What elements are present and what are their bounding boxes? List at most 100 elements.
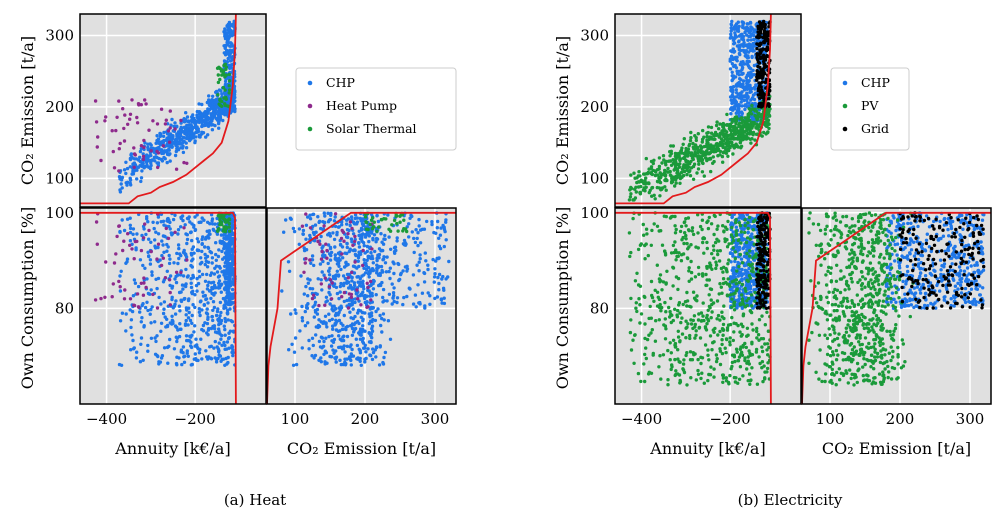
- data-point: [333, 224, 338, 229]
- data-point: [358, 356, 362, 361]
- data-point: [349, 354, 354, 358]
- data-point: [216, 73, 220, 77]
- data-point: [326, 261, 330, 266]
- data-point: [399, 271, 403, 275]
- data-point: [142, 276, 146, 280]
- data-point: [417, 224, 421, 228]
- data-point: [338, 308, 342, 312]
- data-point: [335, 319, 339, 324]
- data-point: [748, 124, 752, 128]
- data-point: [356, 254, 361, 259]
- data-point: [402, 295, 406, 300]
- data-point: [194, 358, 199, 362]
- data-point: [135, 292, 140, 296]
- data-point: [741, 37, 745, 42]
- data-point: [395, 239, 399, 243]
- data-point: [104, 260, 108, 264]
- data-point: [707, 151, 712, 156]
- data-point: [194, 337, 198, 341]
- data-point: [156, 165, 160, 170]
- data-point: [357, 245, 362, 249]
- data-point: [366, 285, 370, 290]
- data-point: [280, 289, 284, 293]
- data-point: [362, 287, 366, 291]
- data-point: [338, 290, 342, 294]
- data-point: [195, 289, 199, 293]
- data-point: [349, 363, 353, 367]
- data-point: [289, 217, 293, 221]
- data-point: [416, 283, 420, 287]
- data-point: [174, 167, 179, 171]
- data-point: [156, 276, 161, 281]
- data-point: [146, 308, 150, 313]
- data-point: [355, 319, 360, 324]
- data-point: [141, 152, 145, 156]
- data-point: [364, 220, 368, 224]
- data-point: [744, 75, 748, 80]
- data-point: [292, 350, 297, 354]
- data-point: [346, 276, 350, 280]
- data-point: [408, 216, 412, 220]
- data-point: [754, 83, 758, 87]
- data-point: [326, 211, 330, 215]
- data-point: [151, 119, 155, 123]
- data-point: [347, 292, 352, 296]
- data-point: [422, 280, 427, 284]
- data-point: [173, 213, 177, 217]
- data-point: [166, 236, 171, 241]
- data-point: [731, 38, 736, 43]
- data-point: [122, 168, 127, 172]
- data-point: [132, 257, 136, 261]
- data-point: [327, 285, 331, 289]
- data-point: [349, 295, 354, 299]
- data-point: [218, 300, 223, 305]
- data-point: [339, 321, 343, 325]
- data-point: [203, 245, 207, 249]
- data-point: [374, 240, 378, 244]
- data-point: [229, 240, 233, 244]
- data-point: [717, 135, 721, 139]
- data-point: [205, 312, 210, 316]
- data-point: [379, 283, 383, 288]
- data-point: [174, 149, 178, 154]
- data-point: [179, 327, 183, 331]
- data-point: [673, 160, 677, 164]
- data-point: [375, 213, 379, 218]
- x-tick-label: 100: [281, 410, 310, 428]
- data-point: [701, 150, 705, 154]
- data-point: [335, 291, 340, 296]
- data-point: [669, 163, 674, 167]
- data-point: [763, 62, 767, 67]
- data-point: [733, 63, 737, 68]
- data-point: [362, 244, 366, 248]
- data-point: [200, 308, 204, 312]
- data-point: [322, 224, 326, 228]
- data-point: [407, 286, 411, 290]
- data-point: [228, 247, 232, 251]
- data-point: [334, 307, 338, 311]
- data-point: [686, 169, 691, 173]
- data-point: [748, 137, 753, 141]
- data-point: [758, 51, 763, 55]
- data-point: [162, 138, 166, 143]
- data-point: [680, 146, 684, 150]
- data-point: [637, 170, 641, 174]
- data-point: [123, 288, 127, 292]
- data-point: [737, 114, 741, 118]
- data-point: [430, 222, 434, 227]
- data-point: [664, 163, 668, 167]
- data-point: [370, 320, 374, 324]
- data-point: [128, 178, 133, 182]
- data-point: [342, 290, 347, 295]
- data-point: [729, 112, 733, 116]
- data-point: [212, 305, 217, 310]
- data-point: [376, 307, 380, 311]
- data-point: [348, 357, 352, 361]
- data-point: [207, 280, 211, 284]
- data-point: [383, 350, 388, 355]
- data-point: [311, 305, 315, 309]
- data-point: [223, 363, 227, 367]
- data-point: [746, 22, 750, 26]
- data-point: [344, 327, 348, 332]
- data-point: [353, 213, 358, 217]
